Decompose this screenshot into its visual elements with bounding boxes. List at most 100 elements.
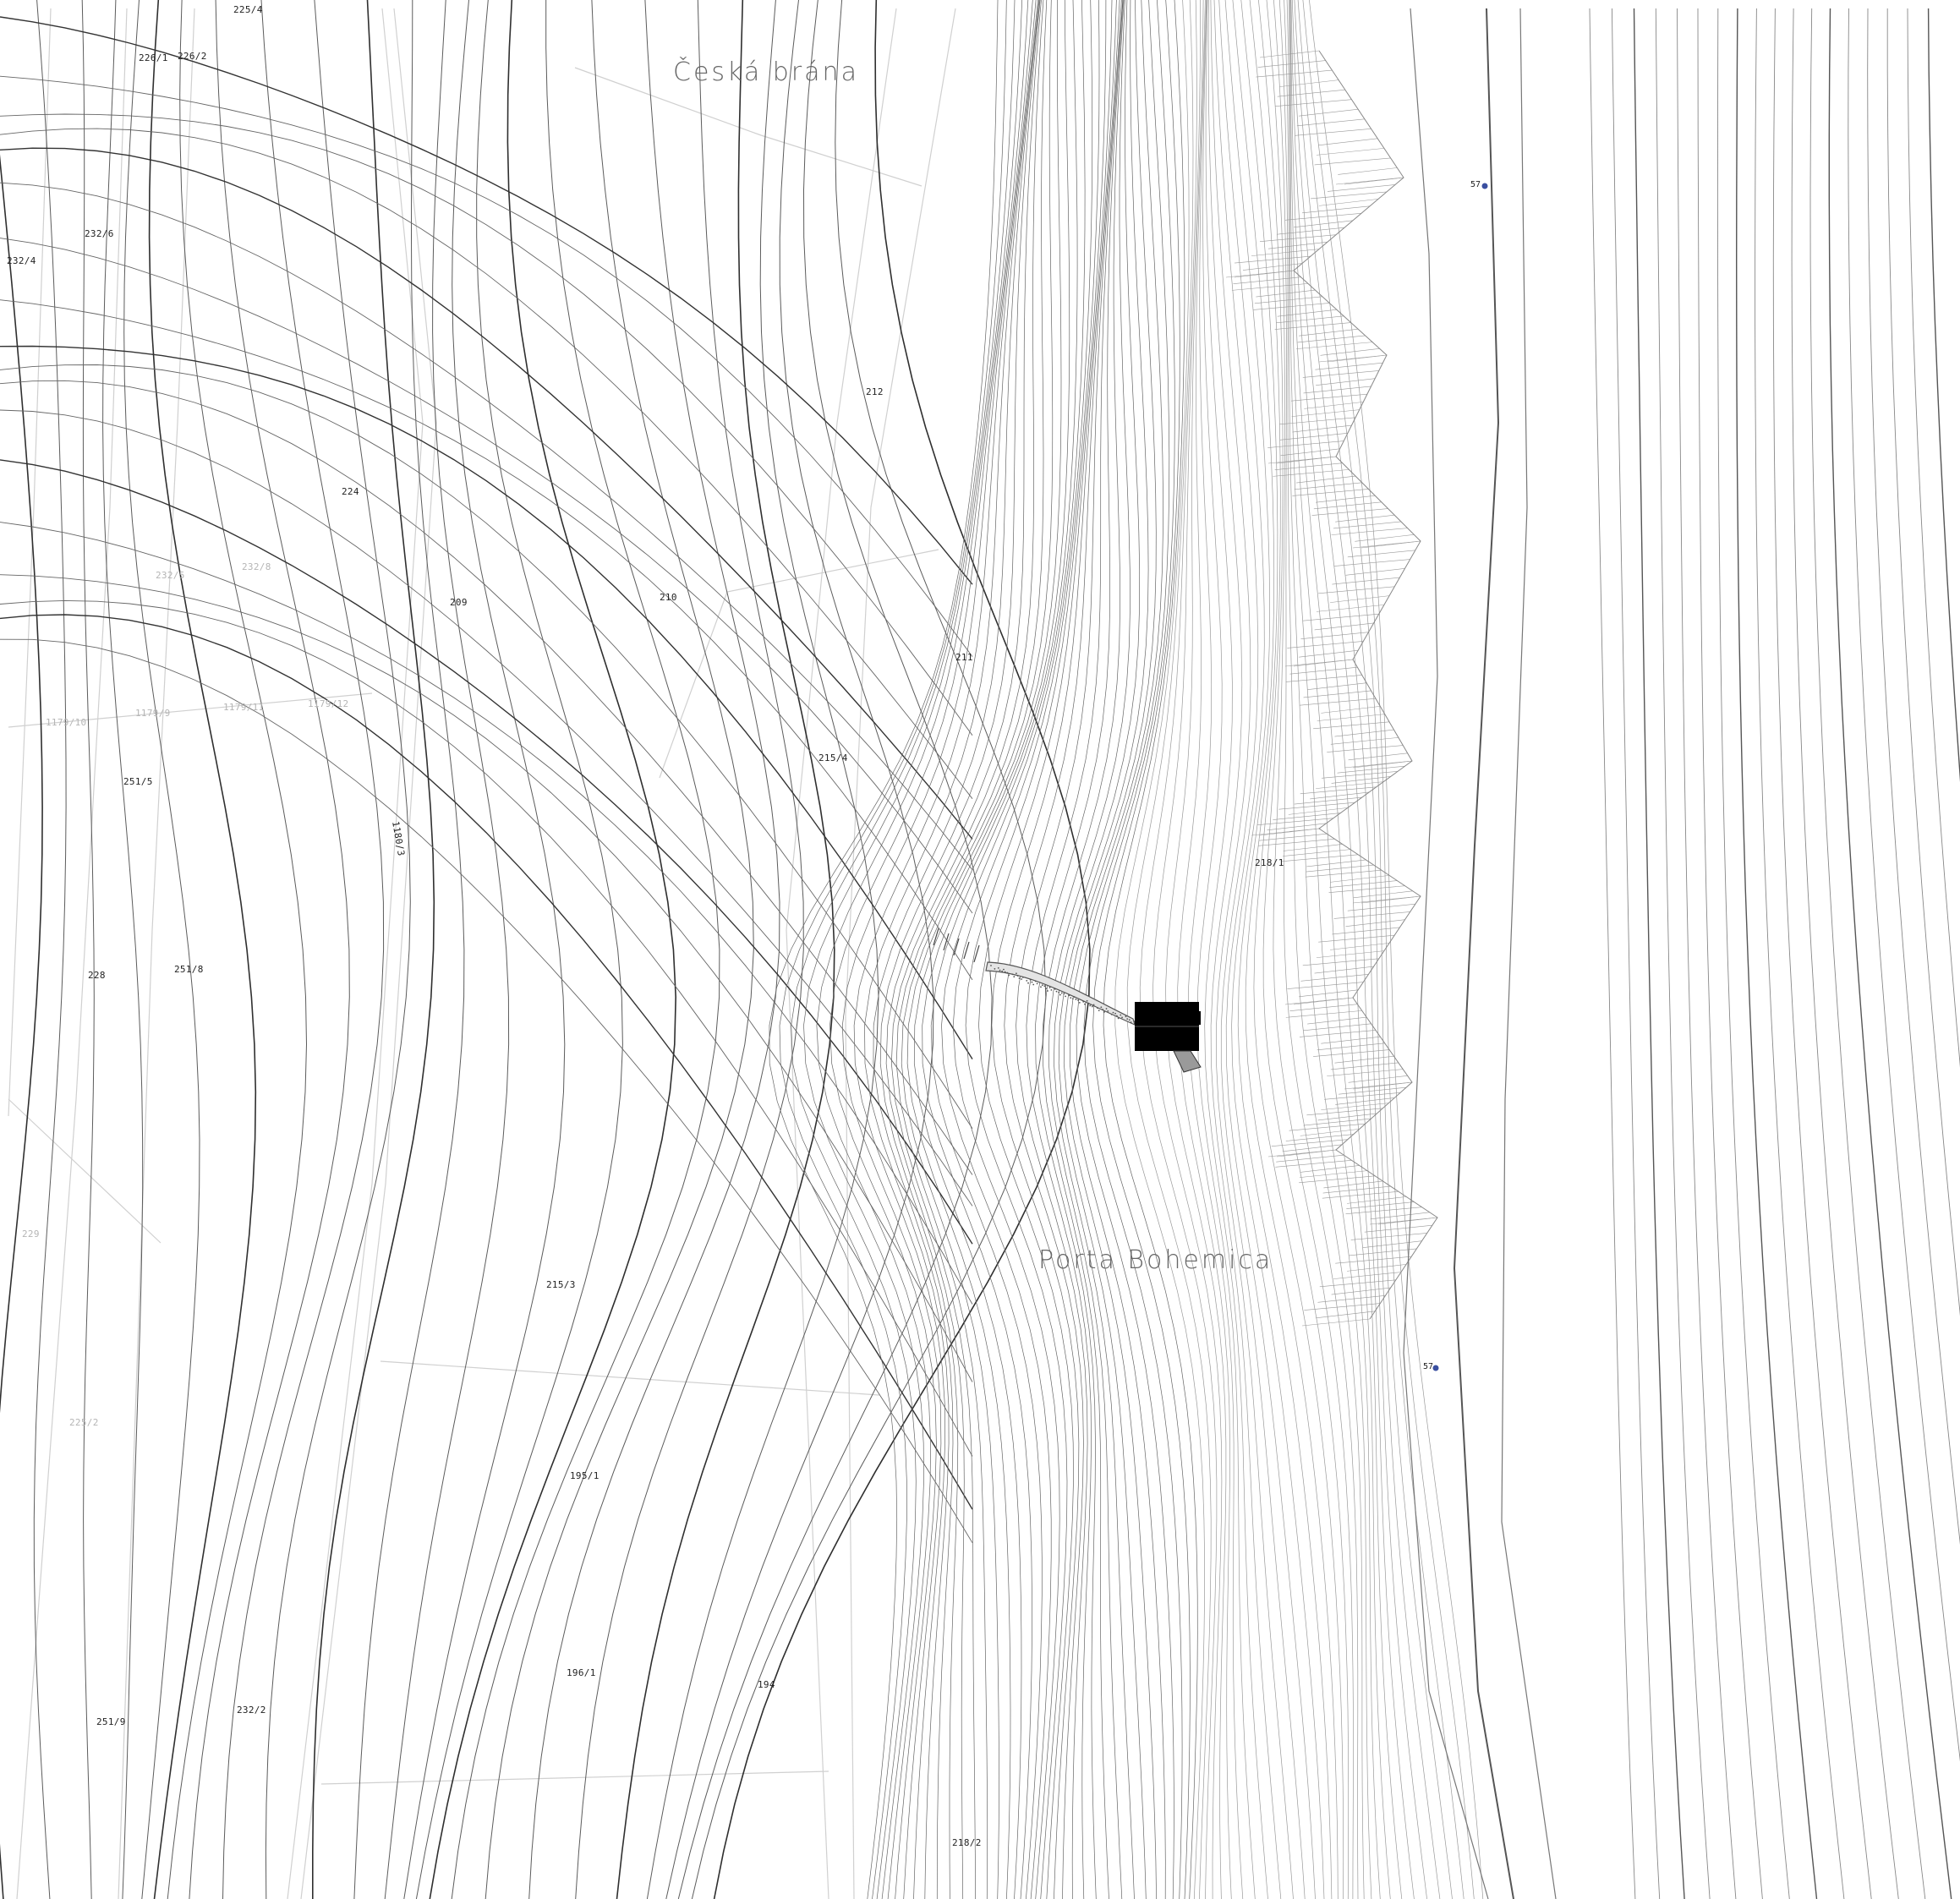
rock-hatch-line — [1333, 559, 1410, 566]
parcel-label: 225/4 — [233, 4, 263, 15]
rock-hatch-line — [1347, 1196, 1407, 1204]
contour-line — [1249, 0, 1344, 1899]
rock-hatch-line — [1256, 289, 1316, 298]
gravel-dot — [1006, 971, 1009, 974]
contour-line — [1240, 0, 1339, 1899]
marker-dot-icon — [1432, 1365, 1439, 1371]
gravel-dot — [1001, 970, 1004, 972]
rock-hatch-line — [1277, 309, 1337, 317]
rock-hatch-line — [1333, 521, 1401, 529]
contour-line — [0, 128, 973, 799]
contour-line — [1213, 0, 1306, 1899]
contour-line — [1035, 0, 1124, 1899]
rock-hatch-line — [1259, 828, 1320, 836]
contour-line — [1196, 0, 1256, 1899]
rock-hatch-line — [1283, 844, 1343, 851]
rock-hatch-line — [1352, 760, 1413, 769]
rock-hatch-line — [1274, 462, 1343, 470]
contour-line — [922, 0, 1078, 1899]
building-entrance-ramp — [1173, 1050, 1202, 1073]
contour-line — [1297, 0, 1465, 1899]
river-bank-line — [1403, 8, 1489, 1899]
contour-line — [0, 459, 973, 1245]
contour-line — [1633, 8, 1685, 1899]
contour-line — [1677, 8, 1737, 1899]
parcel-boundary-line — [118, 8, 195, 1899]
contour-line — [873, 0, 1040, 1899]
gravel-dot — [1059, 993, 1061, 996]
contour-line — [895, 0, 1048, 1899]
gravel-dot — [1045, 988, 1048, 990]
rock-hatch-line — [1316, 781, 1384, 789]
rock-hatch-line — [1347, 903, 1415, 911]
gravel-dot — [1102, 1009, 1104, 1010]
contour-line — [1069, 0, 1166, 1899]
gravel-dot — [994, 968, 996, 970]
contour-line — [713, 0, 1091, 1899]
parcel-boundary-line — [16, 8, 128, 1899]
rock-hatch-line — [1299, 108, 1359, 117]
gravel-dot — [1013, 976, 1016, 978]
gravel-dot — [1040, 986, 1042, 988]
rock-hatch-line — [1295, 129, 1371, 136]
gravel-dot — [1097, 1007, 1098, 1010]
rock-hatch-line — [1317, 1113, 1377, 1121]
rock-hatch-line — [1289, 1123, 1366, 1131]
rock-hatch-line — [1299, 649, 1359, 658]
rock-hatch-line — [1346, 1201, 1415, 1209]
gravel-dot — [1034, 980, 1037, 982]
contour-line — [901, 0, 1054, 1899]
rock-hatch-line — [1331, 528, 1408, 535]
parcel-label: 232/6 — [85, 228, 114, 239]
parcel-label: 232/2 — [237, 1705, 266, 1716]
rock-hatch-line — [1278, 802, 1355, 810]
rock-hatch-line — [1318, 586, 1395, 594]
gravel-dot — [1063, 993, 1065, 995]
rock-hatch-line — [1277, 89, 1345, 97]
gravel-dot — [1105, 1008, 1108, 1010]
contour-line — [0, 345, 973, 1059]
contour-line — [816, 0, 1029, 1899]
rock-hatch-line — [1285, 1010, 1362, 1018]
rock-hatch-line — [1313, 501, 1382, 510]
rock-hatch-line — [1330, 943, 1390, 950]
rock-hatch-line — [1292, 489, 1369, 496]
contour-line — [1755, 8, 1845, 1899]
rock-hatch-line — [1324, 1092, 1401, 1100]
river-bank-line — [1453, 8, 1514, 1899]
contour-lines-west-slope — [0, 0, 1091, 1899]
contour-line — [864, 0, 1040, 1899]
rock-face-hatching — [1225, 50, 1438, 1327]
rock-hatch-line — [1271, 1139, 1348, 1147]
rock-hatch-line — [1339, 1086, 1407, 1095]
rock-hatch-line — [1273, 813, 1341, 820]
rock-hatch-line — [1349, 1248, 1417, 1256]
rock-hatch-line — [1290, 393, 1367, 402]
rock-hatch-line — [1327, 1069, 1404, 1076]
rock-hatch-line — [1273, 469, 1350, 477]
parcel-label: 212 — [866, 386, 884, 397]
contour-line — [1054, 0, 1141, 1899]
gravel-dot — [1068, 994, 1070, 997]
contour-line — [1697, 8, 1763, 1899]
rock-hatch-line — [1320, 348, 1380, 356]
contour-line — [1848, 8, 1960, 1762]
rock-hatch-line — [1307, 682, 1367, 690]
rock-hatch-line — [1276, 227, 1345, 235]
rock-hatch-line — [1276, 1149, 1337, 1157]
river-bank-line — [1501, 8, 1557, 1899]
rock-hatch-line — [1302, 613, 1379, 621]
contour-line — [0, 299, 973, 981]
rock-hatch-line — [1276, 456, 1337, 464]
rock-hatch-line — [1253, 303, 1330, 310]
gravel-dot — [1043, 985, 1046, 988]
contour-line — [1735, 8, 1818, 1899]
rock-hatch-line — [1300, 632, 1369, 639]
gravel-dot — [1114, 1012, 1116, 1015]
gravel-dot — [1055, 990, 1058, 993]
rock-hatch-line — [1317, 1295, 1386, 1303]
rock-hatch-line — [1296, 342, 1373, 349]
contour-line — [1103, 0, 1198, 1899]
contour-line — [1204, 0, 1268, 1899]
gravel-dot — [1100, 1006, 1103, 1009]
